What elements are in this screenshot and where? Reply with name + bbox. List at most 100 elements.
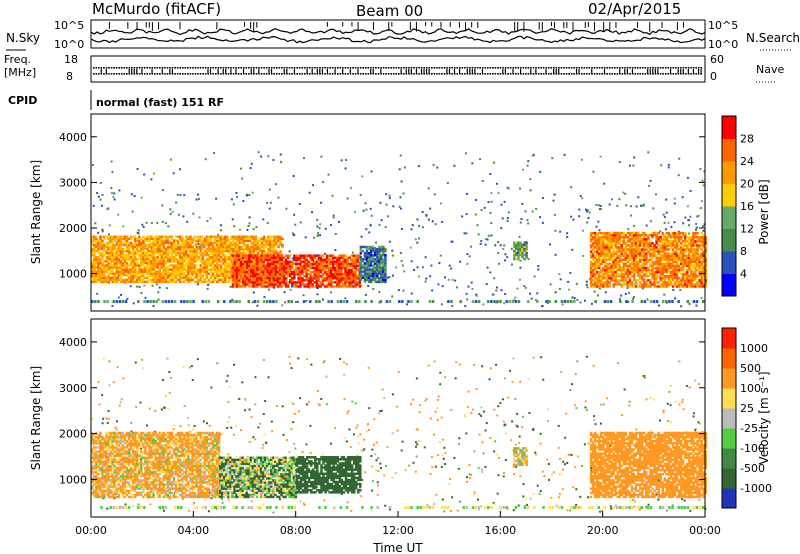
heatmap-cell xyxy=(649,246,652,249)
heatmap-cell xyxy=(367,272,371,275)
heatmap-cell xyxy=(610,277,613,280)
freq-mark xyxy=(181,67,184,69)
heatmap-cell xyxy=(256,283,259,286)
heatmap-cell xyxy=(628,244,632,247)
freq-mark xyxy=(326,67,329,69)
heatmap-cell xyxy=(602,281,605,284)
heatmap-cell xyxy=(610,254,613,257)
heatmap-cell xyxy=(331,277,335,280)
heatmap-cell xyxy=(286,285,290,288)
heatmap-cell xyxy=(313,285,317,288)
heatmap-cell xyxy=(465,152,468,155)
heatmap-cell xyxy=(131,256,135,259)
heatmap-cell xyxy=(264,281,267,284)
heatmap-cell xyxy=(131,278,135,282)
heatmap-cell xyxy=(133,241,137,245)
freq-mark xyxy=(387,67,390,69)
heatmap-cell xyxy=(156,266,159,269)
heatmap-cell xyxy=(518,235,521,238)
freq-mark xyxy=(281,67,283,69)
freq-mark xyxy=(657,67,659,69)
heatmap-cell xyxy=(589,231,593,235)
heatmap-cell xyxy=(154,264,157,267)
freq-mark xyxy=(154,67,156,69)
heatmap-cell xyxy=(123,280,127,284)
heatmap-cell xyxy=(187,253,190,257)
heatmap-cell xyxy=(199,249,202,253)
heatmap-cell xyxy=(115,272,119,275)
nave-mark xyxy=(413,73,415,75)
heatmap-cell xyxy=(500,203,503,206)
heatmap-cell xyxy=(628,258,632,262)
heatmap-cell xyxy=(336,270,339,274)
heatmap-cell xyxy=(111,253,114,257)
heatmap-cell xyxy=(329,262,333,266)
heatmap-cell xyxy=(121,274,125,277)
heatmap-cell xyxy=(370,214,373,217)
heatmap-cell xyxy=(307,272,310,276)
heatmap-cell xyxy=(378,270,381,273)
nave-mark xyxy=(242,73,245,75)
heatmap-cell xyxy=(600,238,603,241)
heatmap-cell xyxy=(107,266,110,269)
heatmap-cell xyxy=(441,220,444,223)
heatmap-cell xyxy=(121,243,125,247)
heatmap-cell xyxy=(181,258,184,261)
heatmap-cell xyxy=(205,235,209,238)
heatmap-cell xyxy=(289,272,292,276)
heatmap-cell xyxy=(329,285,333,288)
heatmap-cell xyxy=(301,283,304,286)
heatmap-cell xyxy=(254,281,257,284)
heatmap-cell xyxy=(612,285,615,288)
heatmap-cell xyxy=(199,251,202,255)
heatmap-cell xyxy=(454,279,457,282)
heatmap-cell xyxy=(199,260,202,263)
heatmap-cell xyxy=(270,254,274,257)
heatmap-cell xyxy=(632,258,636,262)
heatmap-cell xyxy=(329,283,333,286)
heatmap-cell xyxy=(271,243,274,247)
heatmap-cell xyxy=(490,200,493,203)
heatmap-cell xyxy=(250,274,253,278)
nave-mark xyxy=(647,73,649,75)
heatmap-cell xyxy=(224,276,227,280)
freq-mark xyxy=(354,67,357,69)
freq-mark xyxy=(616,67,619,69)
heatmap-cell xyxy=(262,281,265,284)
heatmap-cell xyxy=(432,163,435,166)
heatmap-cell xyxy=(150,251,153,255)
heatmap-cell xyxy=(591,268,595,272)
freq-mark xyxy=(428,67,431,69)
freq-mark xyxy=(319,67,321,69)
heatmap-cell xyxy=(651,277,654,280)
heatmap-cell xyxy=(120,293,123,296)
heatmap-cell xyxy=(219,268,223,271)
heatmap-cell xyxy=(278,266,282,270)
freq-mark xyxy=(372,69,374,73)
heatmap-cell xyxy=(267,237,270,241)
nave-mark xyxy=(131,73,133,75)
heatmap-cell xyxy=(99,262,102,265)
heatmap-cell xyxy=(145,221,148,224)
nave-mark xyxy=(535,73,537,75)
heatmap-cell xyxy=(303,274,306,278)
heatmap-cell xyxy=(246,256,249,259)
heatmap-cell xyxy=(131,268,135,271)
freq-mark xyxy=(392,67,395,69)
heatmap-cell xyxy=(344,274,347,278)
heatmap-cell xyxy=(95,249,98,253)
heatmap-cell xyxy=(183,266,186,269)
heatmap-cell xyxy=(273,286,276,289)
heatmap-cell xyxy=(416,218,419,221)
heatmap-cell xyxy=(226,249,229,253)
heatmap-cell xyxy=(256,243,260,247)
freq-mark xyxy=(103,67,105,69)
heatmap-cell xyxy=(342,254,345,257)
heatmap-cell xyxy=(373,266,377,269)
heatmap-cell xyxy=(618,246,621,249)
heatmap-cell xyxy=(113,266,116,269)
heatmap-cell xyxy=(602,246,605,249)
heatmap-cell xyxy=(203,249,207,253)
heatmap-cell xyxy=(158,260,161,263)
heatmap-cell xyxy=(268,207,271,210)
